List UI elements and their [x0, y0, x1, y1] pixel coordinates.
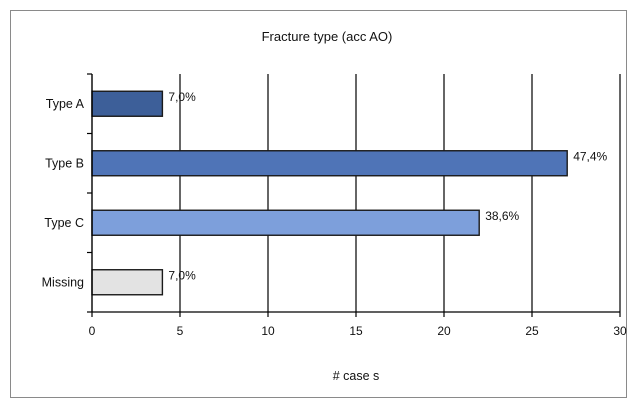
data-label-type-b: 47,4%: [573, 149, 607, 163]
data-label-missing: 7,0%: [168, 268, 196, 282]
x-tick-label-30: 30: [613, 324, 627, 338]
category-label-type-b: Type B: [45, 156, 84, 170]
grid-layer: [179, 74, 621, 312]
data-label-type-a: 7,0%: [168, 90, 196, 104]
bar-type-a: [91, 90, 164, 117]
category-label-missing: Missing: [42, 275, 84, 289]
category-label-type-a: Type A: [46, 97, 85, 111]
chart-title: Fracture type (acc AO): [262, 29, 393, 44]
bar-missing: [91, 269, 164, 296]
data-label-type-c: 38,6%: [485, 209, 519, 223]
x-axis-title: # case s: [333, 369, 380, 383]
bar-type-c: [91, 209, 480, 236]
category-label-type-c: Type C: [44, 216, 84, 230]
x-tick-label-10: 10: [261, 324, 275, 338]
axis-layer: 0 5 10 15 20 25 30: [87, 73, 627, 338]
bar-type-b: [91, 150, 568, 177]
x-tick-label-15: 15: [349, 324, 363, 338]
x-tick-label-0: 0: [89, 324, 96, 338]
chart-frame: [10, 10, 627, 398]
x-tick-label-5: 5: [177, 324, 184, 338]
x-tick-label-25: 25: [525, 324, 539, 338]
bar-layer: [91, 90, 568, 296]
x-tick-label-20: 20: [437, 324, 451, 338]
label-layer: Type A Type B Type C Missing 7,0% 47,4% 38,6% 7…: [42, 90, 608, 290]
